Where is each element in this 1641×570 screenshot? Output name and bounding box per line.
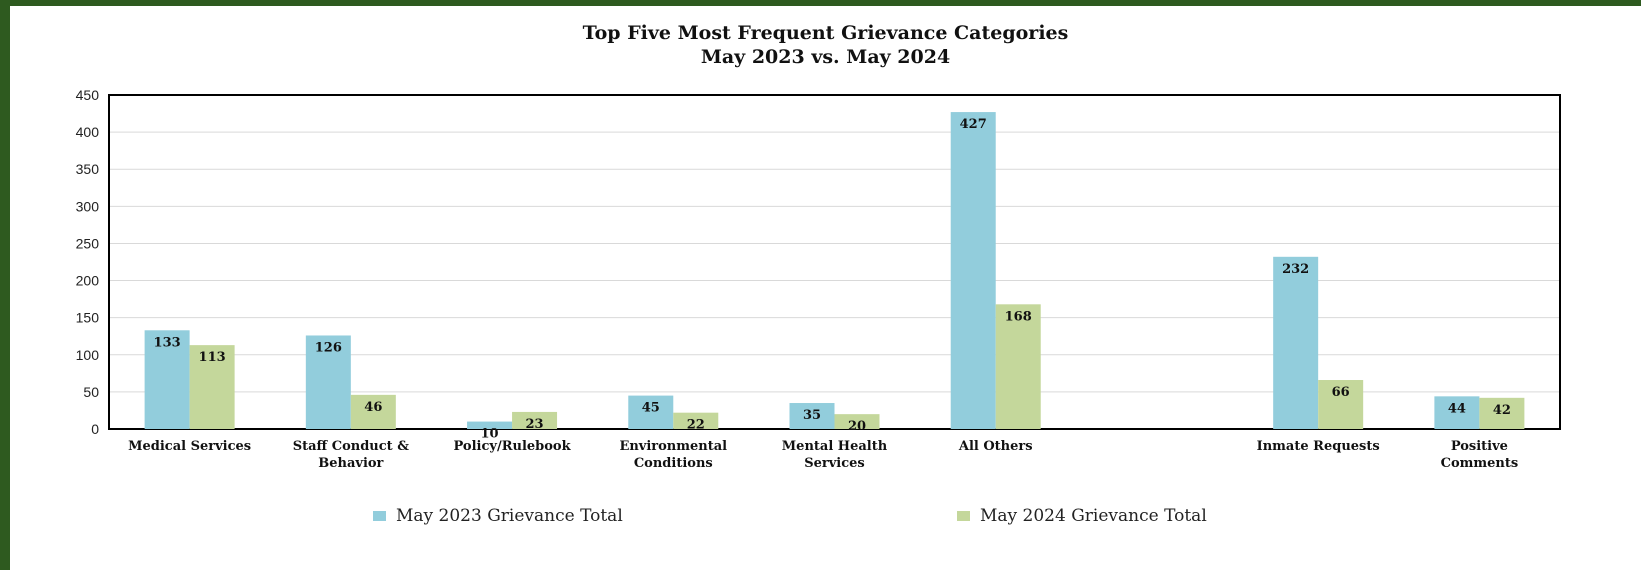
data-label: 23 [526, 417, 544, 432]
data-label: 22 [687, 418, 705, 433]
x-tick-label: Conditions [634, 456, 713, 471]
data-label: 44 [1448, 401, 1466, 416]
data-label: 232 [1282, 262, 1309, 277]
bar [789, 403, 835, 429]
x-tick-label: Policy/Rulebook [454, 439, 572, 454]
data-label: 126 [315, 340, 342, 355]
x-tick-label: Staff Conduct & [293, 439, 409, 454]
data-label: 133 [154, 335, 181, 350]
x-tick-label: Positive [1451, 439, 1508, 454]
x-tick-label: Medical Services [128, 439, 251, 454]
bar [1434, 396, 1480, 429]
data-label: 45 [642, 401, 660, 416]
x-tick-label: Services [804, 456, 865, 471]
chart-subtitle: May 2023 vs. May 2024 [700, 46, 951, 68]
y-tick-label: 200 [76, 273, 100, 289]
y-tick-label: 450 [76, 87, 100, 103]
x-tick-label: Environmental [619, 439, 727, 454]
legend-label-2023: May 2023 Grievance Total [396, 506, 623, 526]
bar [189, 345, 235, 429]
data-label: 10 [481, 427, 499, 442]
legend-label-2024: May 2024 Grievance Total [980, 506, 1207, 526]
y-tick-label: 150 [76, 310, 100, 326]
bar [305, 335, 351, 429]
x-tick-label: Comments [1441, 456, 1519, 471]
y-tick-label: 250 [76, 235, 100, 251]
y-tick-label: 100 [76, 347, 100, 363]
bar [350, 394, 396, 429]
data-label: 66 [1332, 385, 1350, 400]
data-label: 35 [803, 408, 821, 423]
y-tick-label: 50 [83, 384, 99, 400]
bar [1318, 380, 1364, 429]
bar [673, 412, 719, 429]
data-label: 42 [1493, 403, 1511, 418]
data-label: 46 [364, 400, 382, 415]
bar [144, 330, 190, 429]
data-label: 113 [199, 350, 226, 365]
data-label: 20 [848, 419, 866, 434]
x-tick-label: All Others [958, 439, 1033, 454]
data-label: 168 [1005, 309, 1032, 324]
legend-swatch-2024 [957, 511, 970, 521]
bar [834, 414, 880, 429]
y-tick-label: 350 [76, 161, 100, 177]
y-tick-label: 300 [76, 198, 100, 214]
bar [628, 395, 674, 429]
bar [1479, 397, 1525, 429]
y-tick-label: 0 [91, 421, 99, 437]
bar-chart: 0 50 100 150 200 250 300 350 400 450 133 113 Medical… [76, 87, 1561, 471]
data-label: 427 [960, 117, 987, 132]
y-tick-label: 400 [76, 124, 100, 140]
bar [950, 112, 996, 430]
bar [1273, 256, 1319, 429]
bar [512, 411, 558, 429]
x-tick-label: Mental Health [782, 439, 888, 454]
chart-title: Top Five Most Frequent Grievance Categor… [582, 22, 1069, 44]
x-tick-label: Behavior [318, 456, 383, 471]
x-tick-label: Inmate Requests [1257, 439, 1380, 454]
bar [995, 304, 1041, 429]
chart-frame: Top Five Most Frequent Grievance Categor… [10, 6, 1641, 570]
legend-swatch-2023 [373, 511, 386, 521]
bar [467, 421, 513, 429]
legend-item-2023: May 2023 Grievance Total [373, 506, 623, 526]
legend-item-2024: May 2024 Grievance Total [957, 506, 1207, 526]
